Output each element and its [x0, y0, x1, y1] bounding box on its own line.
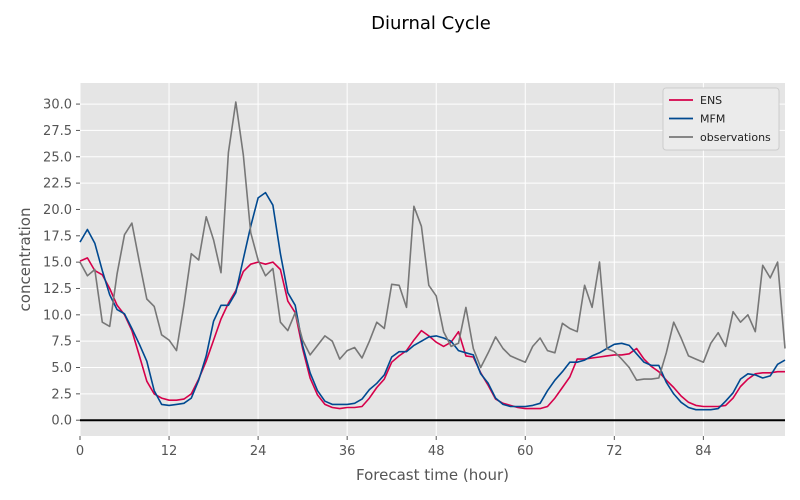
y-tick-label: 27.5: [43, 124, 72, 139]
x-tick-label: 84: [695, 444, 712, 459]
series-line-observations: [79, 101, 786, 382]
y-tick-label: 5.0: [51, 361, 72, 376]
chart-title: Diurnal Cycle: [371, 13, 491, 34]
legend-label: MFM: [700, 113, 725, 126]
x-tick-label: 12: [161, 444, 178, 459]
x-tick-label: 0: [76, 444, 84, 459]
y-tick-label: 20.0: [43, 203, 72, 218]
y-tick-label: 22.5: [43, 177, 72, 192]
y-tick-label: 7.5: [51, 335, 72, 350]
y-tick-label: 2.5: [51, 387, 72, 402]
x-tick-label: 36: [339, 444, 356, 459]
y-tick-label: 15.0: [43, 256, 72, 271]
y-tick-label: 10.0: [43, 308, 72, 323]
x-tick-label: 72: [606, 444, 623, 459]
series-lines: [79, 101, 786, 411]
legend: ENS MFM observations: [662, 87, 780, 151]
legend-label: ENS: [700, 94, 722, 107]
x-tick-label: 48: [428, 444, 445, 459]
x-tick-label: 60: [517, 444, 534, 459]
y-axis-label: concentration: [16, 208, 34, 312]
series-line-mfm: [79, 191, 786, 411]
y-tick-label: 30.0: [43, 98, 72, 113]
x-axis-label: Forecast time (hour): [356, 466, 509, 484]
legend-box: [662, 87, 780, 151]
x-tick-label: 24: [250, 444, 267, 459]
y-tick-label: 17.5: [43, 229, 72, 244]
y-axis-ticks: 0.0 2.5 5.0 7.5 10.0 12.5 15.0 17.5 20.0 22.5 25.0…: [43, 98, 80, 429]
grid-lines: [79, 83, 785, 436]
x-axis-ticks: 0 12 24 36 48 60 72 84: [76, 436, 712, 459]
y-tick-label: 12.5: [43, 282, 72, 297]
y-tick-label: 0.0: [51, 414, 72, 429]
legend-label: observations: [700, 131, 771, 144]
y-tick-label: 25.0: [43, 150, 72, 165]
